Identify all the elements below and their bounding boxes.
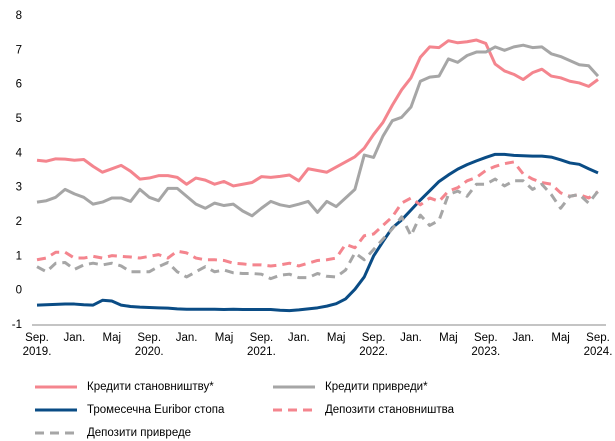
- x-tick-label: Maj: [327, 332, 346, 344]
- y-tick-label: 5: [16, 113, 22, 125]
- line-series: [36, 43, 600, 218]
- x-tick-label: Jan.: [176, 332, 198, 344]
- line-series: [36, 177, 600, 281]
- y-tick-label: 8: [16, 10, 22, 22]
- y-tick-label: 7: [16, 44, 22, 56]
- x-tick-label: Jan.: [288, 332, 310, 344]
- legend-label: Тромесечна Euribor стопа: [87, 404, 225, 416]
- x-tick-label: Maj: [439, 332, 458, 344]
- line-series: [36, 160, 599, 268]
- legend-label: Депозити привреде: [87, 427, 191, 439]
- x-tick-label: Jan.: [512, 332, 534, 344]
- x-tick-label: Sep. 2019.: [23, 332, 52, 358]
- x-tick-label: Maj: [103, 332, 122, 344]
- x-tick-label: Sep. 2024.: [584, 332, 613, 358]
- y-tick-label: 0: [16, 285, 22, 297]
- x-tick-label: Sep. 2021.: [247, 332, 276, 358]
- x-tick-label: Maj: [215, 332, 234, 344]
- y-tick-label: 4: [16, 147, 23, 159]
- legend-label: Депозити становништва: [325, 404, 455, 416]
- x-tick-label: Sep. 2023.: [471, 332, 500, 358]
- line-series: [36, 38, 599, 188]
- y-tick-label: 1: [16, 250, 22, 262]
- y-tick-label: 3: [16, 182, 22, 194]
- line-series: [36, 152, 599, 313]
- x-tick-label: Sep. 2022.: [359, 332, 388, 358]
- x-tick-label: Jan.: [400, 332, 422, 344]
- y-tick-label: 6: [16, 79, 22, 91]
- y-tick-label: -1: [12, 319, 22, 331]
- x-tick-label: Sep. 2020.: [135, 332, 164, 358]
- legend-label: Кредити привреди*: [325, 381, 428, 393]
- x-tick-label: Maj: [551, 332, 570, 344]
- legend-label: Кредити становништву*: [87, 381, 214, 393]
- x-tick-label: Jan.: [64, 332, 86, 344]
- y-tick-label: 2: [16, 216, 22, 228]
